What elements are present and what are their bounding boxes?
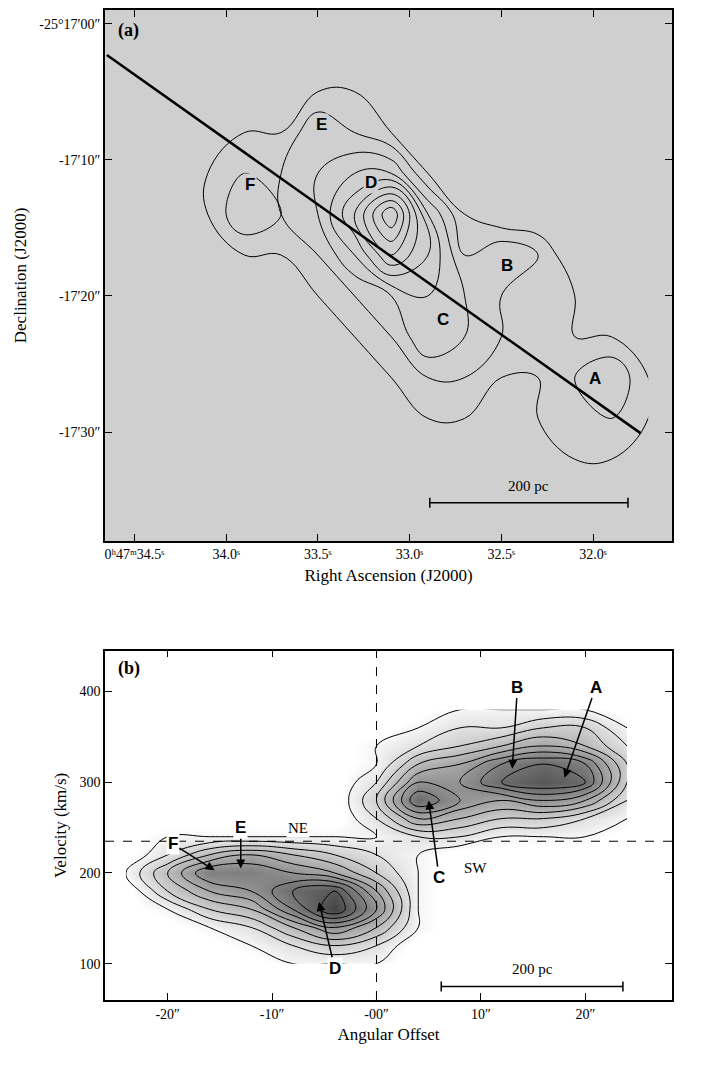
svg-text:(b): (b)	[118, 658, 140, 679]
svg-text:C: C	[433, 868, 445, 887]
svg-text:E: E	[235, 818, 246, 837]
svg-text:200 pc: 200 pc	[508, 478, 549, 494]
svg-text:-17′10″: -17′10″	[59, 153, 101, 168]
svg-text:A: A	[589, 369, 601, 388]
svg-text:-25°17′00″: -25°17′00″	[39, 17, 100, 32]
svg-text:Angular Offset: Angular Offset	[337, 1025, 439, 1044]
svg-text:20″: 20″	[575, 1007, 595, 1022]
svg-text:D: D	[329, 959, 341, 978]
svg-text:33.0ˢ: 33.0ˢ	[396, 547, 424, 562]
svg-text:-00″: -00″	[364, 1007, 389, 1022]
svg-text:E: E	[316, 115, 327, 134]
svg-text:-10″: -10″	[260, 1007, 285, 1022]
svg-text:NE: NE	[288, 820, 308, 836]
svg-text:A: A	[590, 678, 602, 697]
svg-text:0ʰ47ᵐ34.5ˢ: 0ʰ47ᵐ34.5ˢ	[104, 547, 164, 562]
svg-text:-17′20″: -17′20″	[59, 289, 101, 304]
svg-text:B: B	[501, 256, 513, 275]
svg-text:32.5ˢ: 32.5ˢ	[488, 547, 515, 562]
svg-text:10″: 10″	[471, 1007, 491, 1022]
svg-text:D: D	[365, 173, 377, 192]
svg-text:C: C	[437, 310, 449, 329]
svg-text:Right Ascension (J2000): Right Ascension (J2000)	[304, 566, 472, 585]
svg-text:-17′30″: -17′30″	[59, 425, 101, 440]
svg-text:400: 400	[79, 684, 100, 699]
svg-text:100: 100	[79, 957, 100, 972]
svg-text:300: 300	[79, 775, 100, 790]
svg-text:-20″: -20″	[155, 1007, 180, 1022]
svg-text:34.0ˢ: 34.0ˢ	[212, 547, 240, 562]
svg-text:SW: SW	[464, 860, 487, 876]
svg-text:Velocity (km/s): Velocity (km/s)	[52, 773, 71, 878]
svg-text:Declination (J2000): Declination (J2000)	[11, 208, 30, 344]
svg-text:200 pc: 200 pc	[512, 961, 553, 977]
svg-text:B: B	[511, 678, 523, 697]
svg-text:33.5ˢ: 33.5ˢ	[304, 547, 332, 562]
svg-text:200: 200	[79, 866, 100, 881]
svg-text:32.0ˢ: 32.0ˢ	[579, 547, 607, 562]
svg-text:(a): (a)	[118, 20, 139, 41]
svg-text:F: F	[168, 834, 178, 853]
svg-text:F: F	[245, 175, 255, 194]
